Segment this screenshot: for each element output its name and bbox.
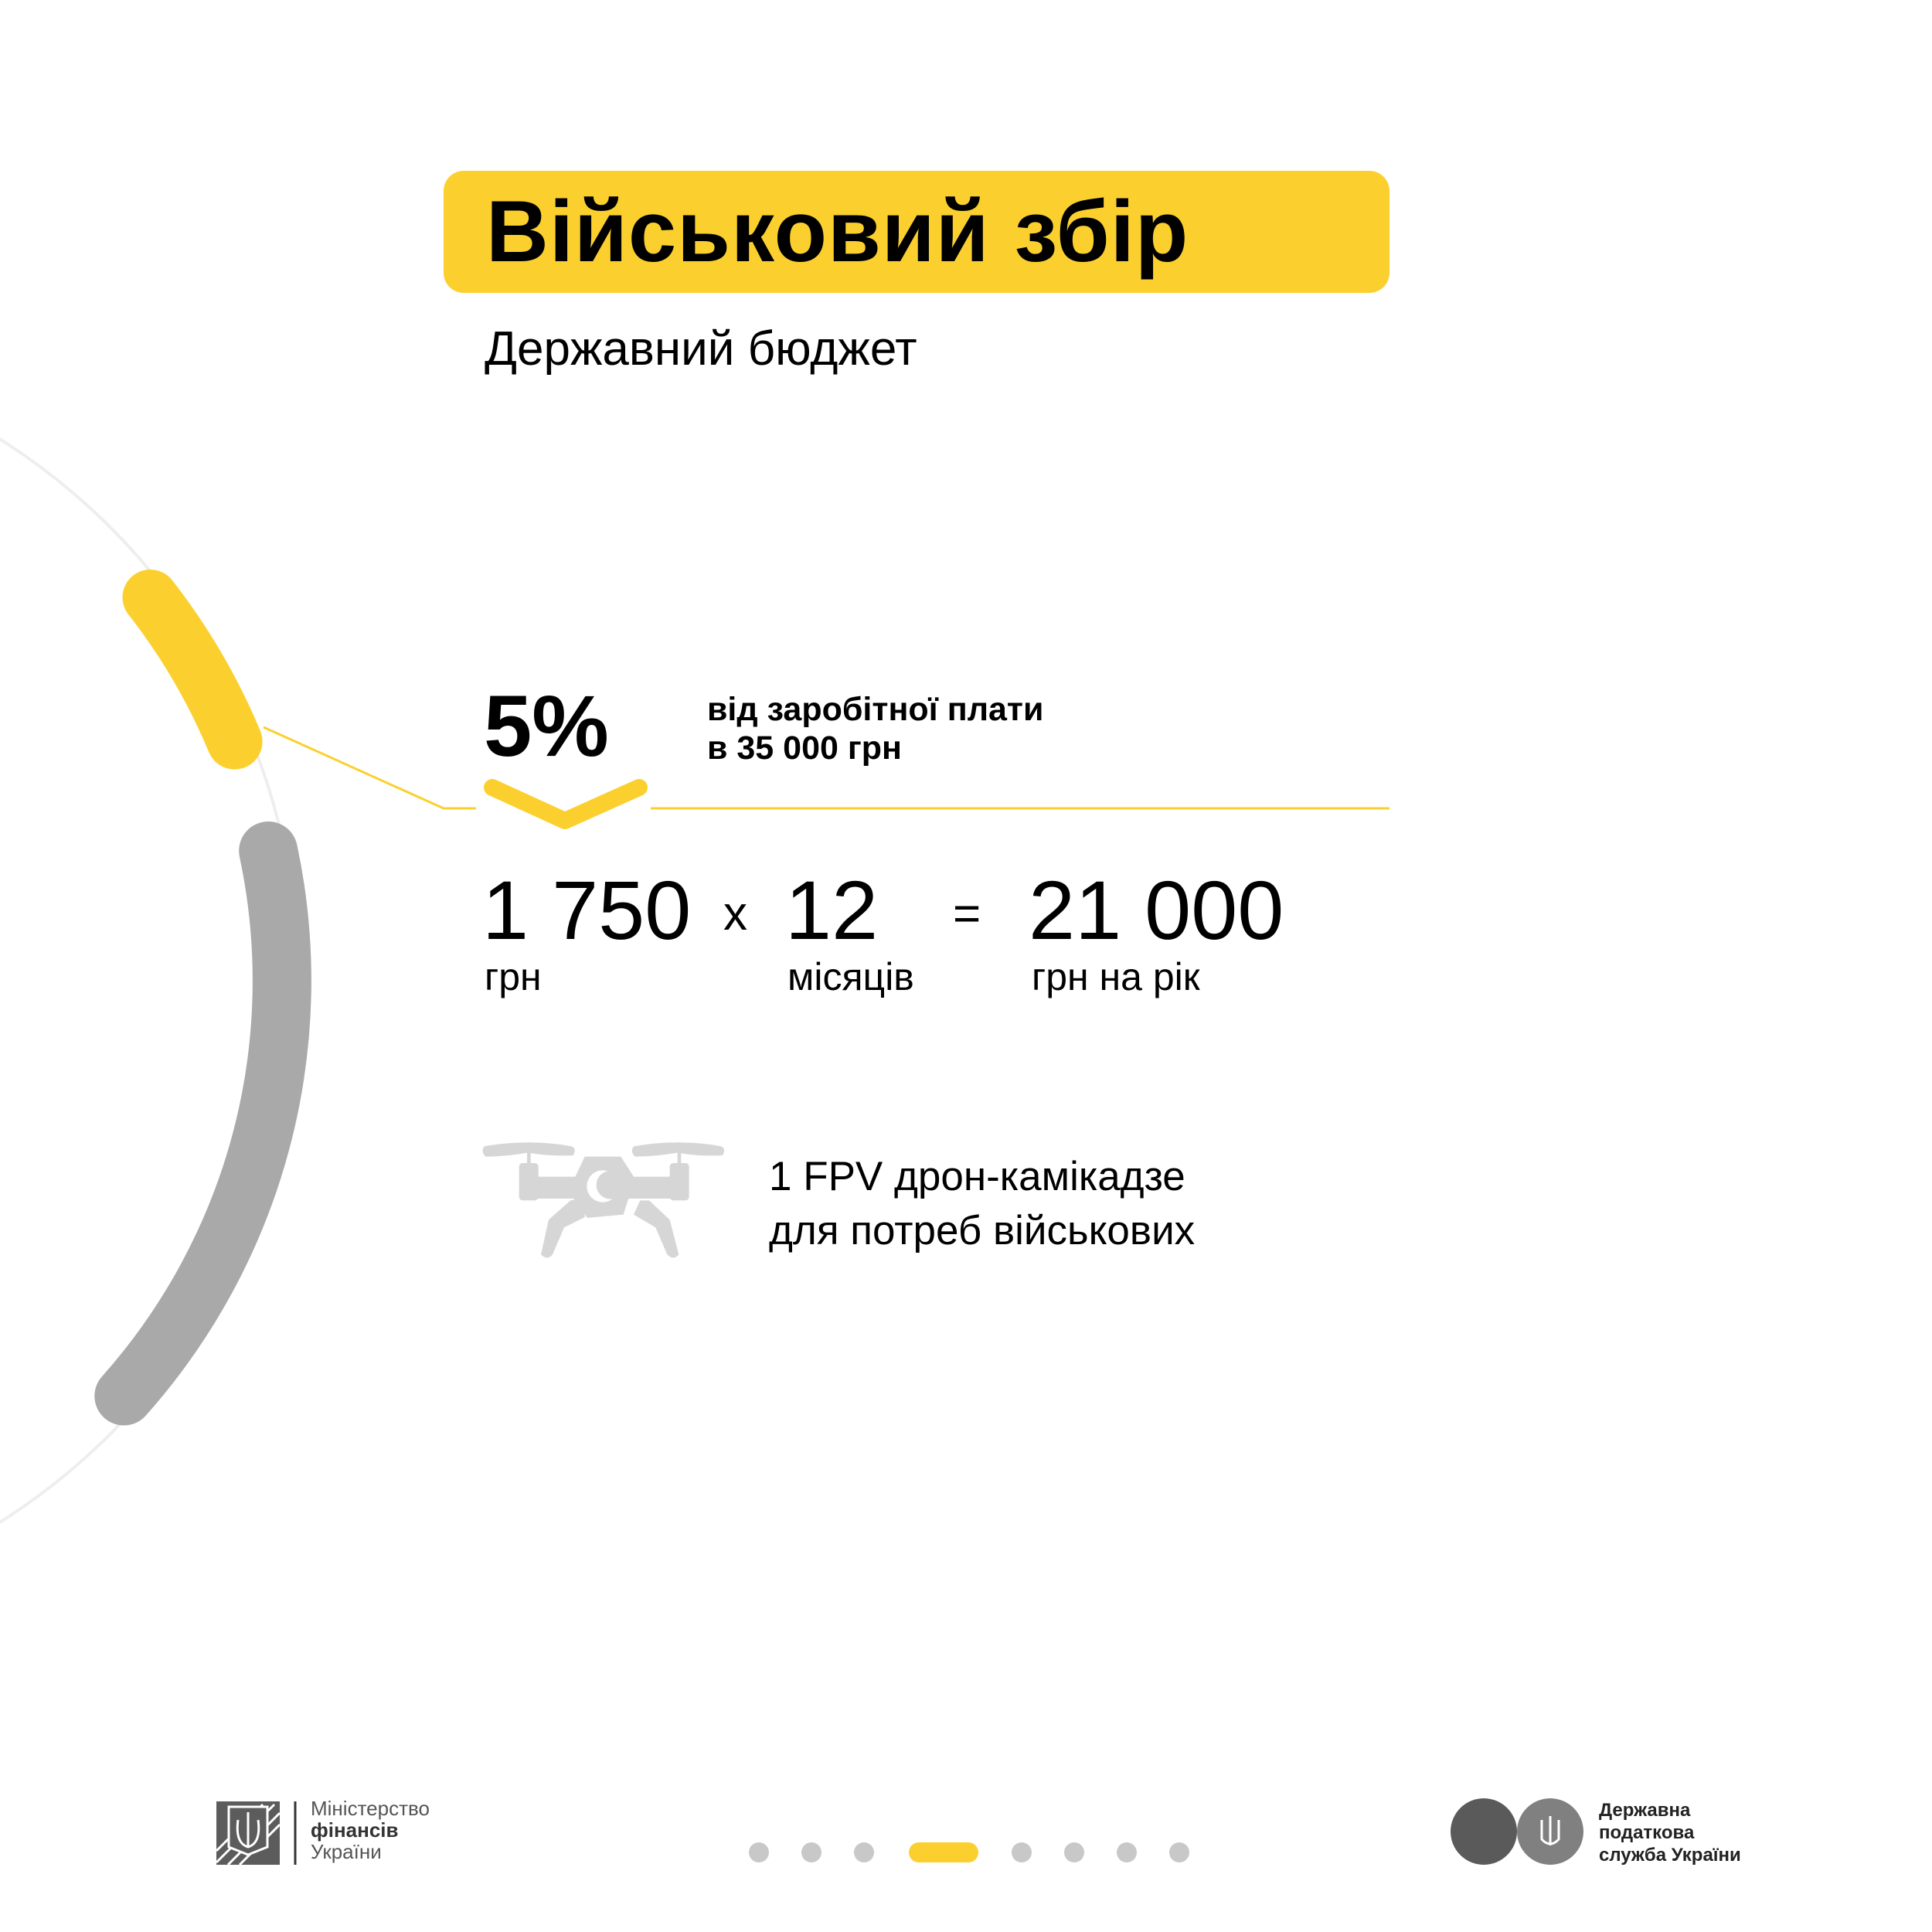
equivalent-line1: 1 FPV дрон-камікадзе bbox=[769, 1154, 1185, 1199]
page-dot-3[interactable] bbox=[854, 1842, 874, 1862]
annual-value: 21 000 bbox=[1029, 863, 1284, 957]
rate-percent: 5% bbox=[484, 678, 609, 774]
monthly-unit: грн bbox=[485, 955, 542, 998]
equivalent-line2: для потреб військових bbox=[769, 1208, 1196, 1253]
ministry-line1: Міністерство bbox=[311, 1797, 430, 1820]
page-dot-6[interactable] bbox=[1064, 1842, 1084, 1862]
tax-service-line2: податкова bbox=[1599, 1822, 1695, 1843]
gray-arc-segment bbox=[94, 821, 311, 1426]
ministry-logo-emblem bbox=[215, 1801, 297, 1866]
months-value: 12 bbox=[785, 863, 879, 957]
page-dot-5[interactable] bbox=[1012, 1842, 1032, 1862]
months-unit: місяців bbox=[787, 955, 914, 998]
monthly-value: 1 750 bbox=[482, 863, 692, 957]
multiply-sign: x bbox=[723, 887, 747, 940]
equivalent-text: 1 FPV дрон-камікадзе для потреб військов… bbox=[769, 1150, 1195, 1258]
chevron-down-icon bbox=[484, 779, 648, 829]
yellow-arc-segment bbox=[122, 570, 263, 770]
page-subtitle: Державний бюджет bbox=[485, 322, 917, 376]
ministry-logo-text: Міністерство фінансів України bbox=[311, 1798, 430, 1862]
page-dot-4-active[interactable] bbox=[909, 1842, 978, 1862]
ministry-line3: України bbox=[311, 1840, 382, 1863]
rate-description: від заробітної плати в 35 000 грн bbox=[707, 690, 1043, 767]
tax-service-line3: служба України bbox=[1599, 1845, 1741, 1866]
page-title: Військовий збір bbox=[486, 183, 1189, 280]
equals-sign: = bbox=[953, 887, 981, 940]
page-dot-8[interactable] bbox=[1169, 1842, 1189, 1862]
connector-line bbox=[263, 726, 476, 810]
page-dot-7[interactable] bbox=[1117, 1842, 1137, 1862]
ministry-line2: фінансів bbox=[311, 1818, 399, 1842]
drone-icon bbox=[482, 1142, 725, 1258]
tax-service-logo-text: Державна податкова служба України bbox=[1599, 1799, 1741, 1866]
page-dot-1[interactable] bbox=[749, 1842, 769, 1862]
rate-description-line2: в 35 000 грн bbox=[707, 730, 902, 767]
rate-description-line1: від заробітної плати bbox=[707, 691, 1044, 728]
page-dot-2[interactable] bbox=[801, 1842, 821, 1862]
tax-service-line1: Державна bbox=[1599, 1800, 1691, 1821]
tax-service-logo-emblem bbox=[1451, 1798, 1583, 1865]
annual-unit: грн на рік bbox=[1032, 955, 1200, 998]
title-banner bbox=[444, 171, 1389, 293]
